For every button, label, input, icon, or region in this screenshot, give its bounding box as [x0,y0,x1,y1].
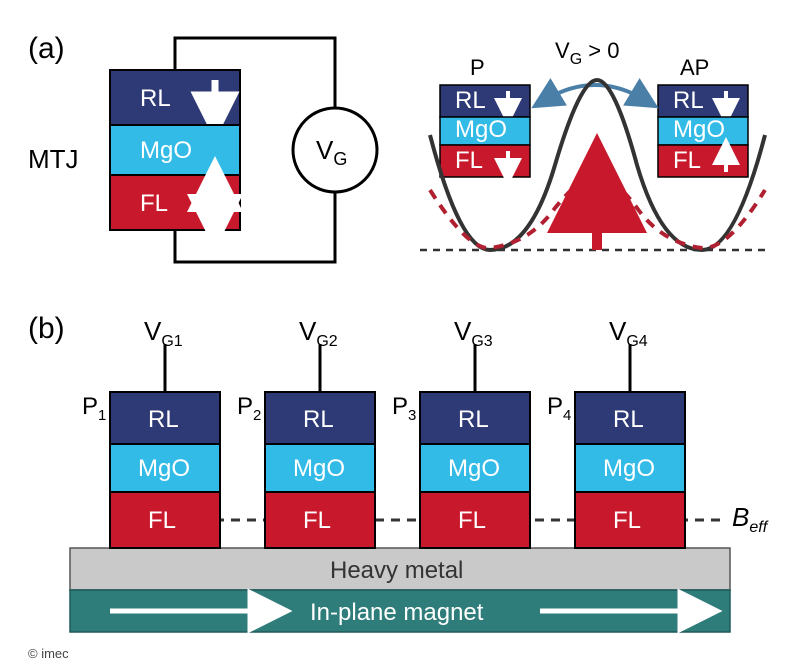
mini-stack-p: RL MgO FL [440,85,530,177]
pillar-2-vg: VG2 [299,316,338,350]
pillar-4: VG4 P4 RL MgO FL [547,316,685,548]
pillar-1-mgo-label: MgO [138,455,190,482]
pillar-4-vg: VG4 [609,316,648,350]
ap-state-label: AP [680,55,709,80]
pillar-group: VG1 P1 RL MgO FL VG2 P2 RL MgO FL [82,316,685,548]
pillar-2-mgo-label: MgO [293,455,345,482]
rl-layer [110,70,240,125]
panel-a: (a) MTJ RL MgO FL VG P AP VG [28,32,770,262]
vg-gt0-label: VG > 0 [555,38,619,68]
fl-layer-label: FL [140,190,168,217]
mini-p-mgo-label: MgO [455,116,507,143]
pillar-4-mgo-label: MgO [603,455,655,482]
pillar-2: VG2 P2 RL MgO FL [237,316,375,548]
pillar-3-fl-label: FL [458,507,486,534]
pillar-4-p: P4 [547,393,571,424]
panel-b: (b) Heavy metal In-plane magnet Beff VG1… [28,312,769,632]
pillar-3-mgo-label: MgO [448,455,500,482]
credit-label: © imec [28,646,69,661]
pillar-2-fl-label: FL [303,507,331,534]
pillar-2-p: P2 [237,393,261,424]
panel-b-label: (b) [28,312,65,345]
mini-stack-ap: RL MgO FL [658,85,748,177]
pillar-1-vg: VG1 [144,316,183,350]
pillar-3-p: P3 [392,393,416,424]
rl-layer-label: RL [140,85,171,112]
pillar-2-rl-label: RL [303,406,334,433]
mini-ap-fl-label: FL [673,147,701,174]
mini-p-rl-label: RL [455,87,486,114]
pillar-1-fl-label: FL [148,507,176,534]
state-switch-arrow-icon [545,85,645,100]
p-state-label: P [470,55,485,80]
figure-root: (a) MTJ RL MgO FL VG P AP VG [0,0,800,668]
pillar-3-rl-label: RL [458,406,489,433]
mini-ap-rl-label: RL [673,87,704,114]
fl-layer [110,175,240,230]
pillar-3-vg: VG3 [454,316,493,350]
heavy-metal-label: Heavy metal [330,557,463,584]
inplane-magnet-label: In-plane magnet [310,599,484,626]
panel-a-label: (a) [28,32,65,65]
pillar-4-fl-label: FL [613,507,641,534]
pillar-1-p: P1 [82,393,106,424]
pillar-1: VG1 P1 RL MgO FL [82,316,220,548]
mtj-side-label: MTJ [28,144,79,174]
pillar-4-rl-label: RL [613,406,644,433]
pillar-1-rl-label: RL [148,406,179,433]
pillar-3: VG3 P3 RL MgO FL [392,316,530,548]
main-mtj-stack: RL MgO FL [110,70,240,230]
mini-p-fl-label: FL [455,147,483,174]
beff-label: Beff [732,502,769,536]
mini-ap-mgo-label: MgO [673,116,725,143]
mgo-layer-label: MgO [140,137,192,164]
